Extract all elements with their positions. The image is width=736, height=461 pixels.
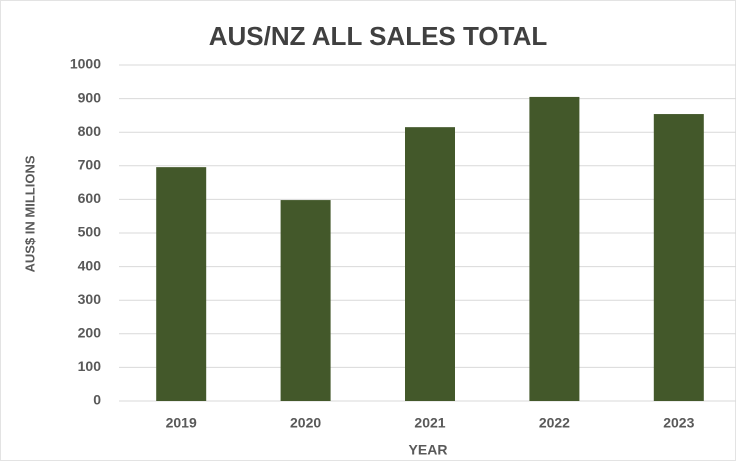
y-tick-label: 500 [78,224,102,240]
bar [280,200,331,401]
x-tick-label: 2023 [663,415,694,431]
x-tick-label: 2021 [414,415,445,431]
y-tick-label: 300 [78,291,102,307]
x-tick-label: 2022 [539,415,570,431]
y-tick-label: 100 [78,358,102,374]
y-tick-label: 600 [78,190,102,206]
chart-title: AUS/NZ ALL SALES TOTAL [209,21,548,51]
y-axis-label: AUS$ IN MILLIONS [22,155,37,272]
bar [529,96,580,402]
y-tick-label: 200 [78,325,102,341]
bar [653,114,704,401]
y-tick-label: 700 [78,157,102,173]
y-tick-label: 800 [78,123,102,139]
y-tick-label: 400 [78,257,102,273]
x-axis-label: YEAR [409,442,448,458]
y-tick-label: 0 [93,392,101,408]
bar [405,127,455,401]
x-tick-label: 2019 [166,415,197,431]
x-tick-label: 2020 [290,415,321,431]
bar [156,167,207,401]
y-tick-label: 900 [78,89,102,105]
y-tick-label: 1000 [70,56,101,72]
